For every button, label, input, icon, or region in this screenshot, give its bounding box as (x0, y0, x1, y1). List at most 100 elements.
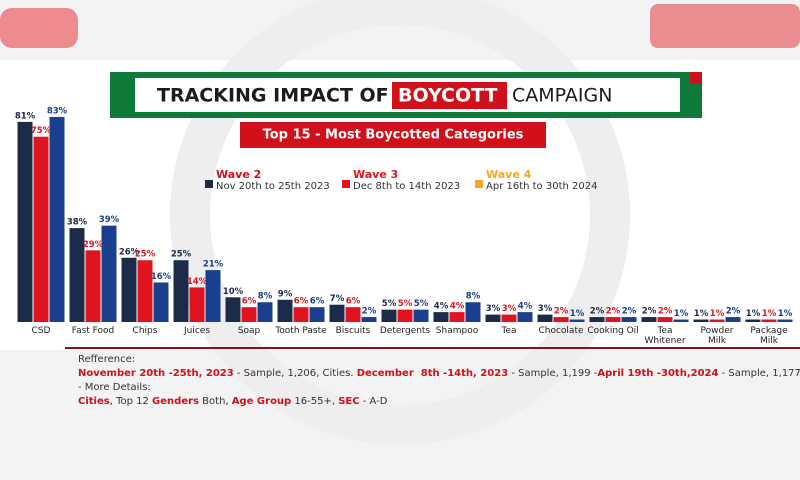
reference-heading: Refference: (78, 354, 136, 365)
legend-label: Wave 4 (486, 168, 532, 181)
data-label: 9% (278, 289, 293, 299)
bar (777, 319, 793, 322)
data-label: 1% (746, 309, 761, 319)
legend-period: Nov 20th to 25th 2023 (216, 181, 330, 192)
bar (537, 314, 553, 322)
text-segment: November 20th -25th, 2023 (78, 368, 234, 379)
data-label: 39% (99, 215, 120, 225)
bar (225, 297, 241, 322)
data-label: 3% (502, 304, 517, 314)
bar (381, 309, 397, 322)
data-label: 2% (554, 307, 569, 317)
x-tick-label: Juices (183, 326, 211, 336)
x-tick-label: Package Milk (750, 326, 788, 346)
x-tick-label: Detergents (379, 326, 431, 336)
data-label: 29% (83, 240, 104, 250)
bar (761, 319, 777, 322)
watermark (170, 0, 630, 445)
bar (137, 260, 153, 322)
data-label: 14% (187, 277, 208, 287)
bar (605, 317, 621, 322)
bar (709, 319, 725, 322)
text-segment: December 8th -14th, 2023 (356, 368, 509, 379)
data-label: 1% (762, 309, 777, 319)
details-heading: - More Details: (78, 382, 151, 393)
data-label: 25% (171, 250, 192, 260)
text-segment: April 19th -30th,2024 (597, 368, 719, 379)
legend-label: Wave 3 (353, 168, 398, 181)
x-tick-label: CSD (31, 326, 51, 336)
bar (725, 317, 741, 322)
data-label: 4% (518, 302, 533, 312)
bar (329, 304, 345, 322)
subtitle: Top 15 - Most Boycotted Categories (263, 128, 524, 143)
data-label: 6% (346, 297, 361, 307)
bar (361, 317, 377, 322)
corner-blur (0, 8, 78, 48)
data-label: 3% (538, 304, 553, 314)
bar (517, 312, 533, 322)
x-tick-label: Cooking Oil (587, 326, 639, 336)
bar (277, 299, 293, 322)
title-part: CAMPAIGN (512, 85, 612, 107)
bar (33, 136, 49, 322)
bar (433, 312, 449, 322)
bar (449, 312, 465, 322)
bar (397, 309, 413, 322)
data-label: 4% (434, 302, 449, 312)
x-tick-label: Tea (501, 326, 517, 336)
text-segment: - Sample, 1,199 - (508, 368, 598, 379)
text-segment: - Sample, 1,177 - (721, 368, 800, 379)
bar (153, 282, 169, 322)
data-label: 1% (570, 309, 585, 319)
text-segment: Age Group (231, 396, 292, 407)
text-segment: Both, (198, 396, 232, 407)
bar (257, 302, 273, 322)
data-label: 8% (258, 292, 273, 302)
data-label: 75% (31, 126, 52, 136)
data-label: 83% (47, 106, 68, 116)
bar (241, 307, 257, 322)
data-label: 26% (119, 247, 140, 257)
data-label: 5% (414, 299, 429, 309)
legend-swatch (342, 180, 350, 188)
bar (673, 319, 689, 322)
data-label: 2% (590, 307, 605, 317)
bar (553, 317, 569, 322)
x-tick-label: Chips (132, 326, 158, 336)
bar (465, 302, 481, 322)
legend-period: Apr 16th to 30th 2024 (486, 181, 597, 192)
text-segment: Cities (78, 396, 110, 407)
bar (85, 250, 101, 322)
bar (745, 319, 761, 322)
bar (17, 121, 33, 322)
bar (309, 307, 325, 322)
data-label: 25% (135, 250, 156, 260)
bar (69, 228, 85, 322)
text-segment: - Sample, 1,206, Cities. (233, 368, 357, 379)
bar (173, 260, 189, 322)
text-segment: SEC (338, 396, 360, 407)
bar (101, 225, 117, 322)
data-label: 3% (486, 304, 501, 314)
data-label: 2% (642, 307, 657, 317)
data-label: 2% (726, 307, 741, 317)
bar (345, 307, 361, 322)
data-label: 5% (398, 299, 413, 309)
bar (621, 317, 637, 322)
data-label: 16% (151, 272, 172, 282)
data-label: 6% (294, 297, 309, 307)
reference: November 20th -25th, 2023 - Sample, 1,20… (78, 368, 800, 379)
x-tick-label: Tea Whitener (644, 326, 686, 346)
bar (501, 314, 517, 322)
text-segment: - A-D (359, 396, 388, 407)
bar (205, 270, 221, 322)
data-label: 2% (622, 307, 637, 317)
text-segment: Genders (152, 396, 199, 407)
data-label: 2% (606, 307, 621, 317)
title-part: BOYCOTT (398, 85, 498, 107)
bar (49, 116, 65, 322)
data-label: 5% (382, 299, 397, 309)
legend-period: Dec 8th to 14th 2023 (353, 181, 460, 192)
x-tick-label: Chocolate (538, 326, 584, 336)
